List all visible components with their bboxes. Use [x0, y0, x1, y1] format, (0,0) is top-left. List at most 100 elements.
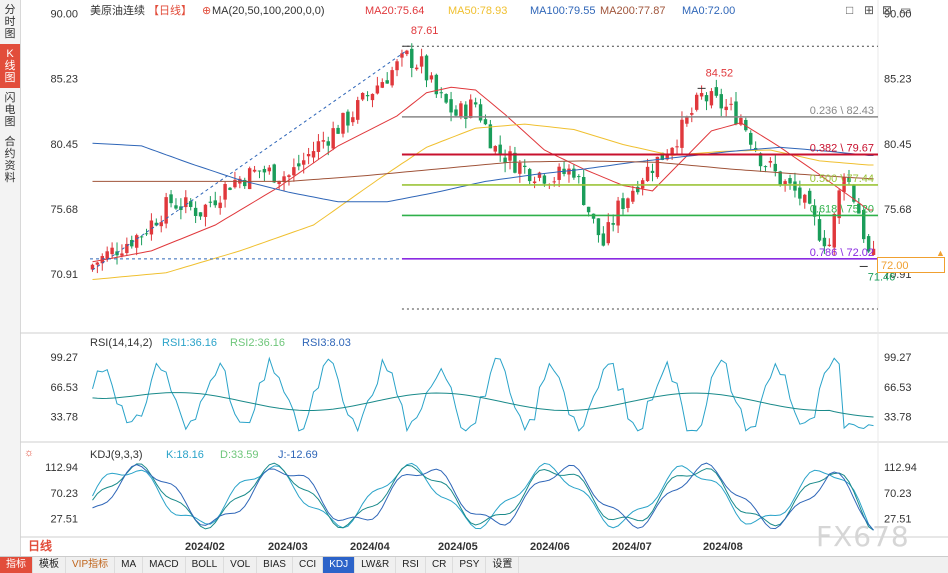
candle-body: [184, 197, 188, 208]
rsi-line-rsi1: [92, 356, 874, 433]
candle-body: [110, 247, 114, 255]
toolbar-tab-macd[interactable]: MACD: [143, 557, 186, 573]
header-item-4: MA20:75.64: [365, 5, 424, 17]
candle-body: [778, 171, 782, 186]
candle-body: [827, 244, 832, 246]
rsi-tick-right: 66.53: [884, 382, 912, 394]
candle-body: [763, 166, 768, 168]
window-button-icon: ▭: [900, 3, 911, 17]
toolbar-tab-[interactable]: 指标: [0, 557, 33, 573]
kdj-line-d: [92, 462, 874, 531]
candle-body: [572, 168, 576, 178]
candle-body: [749, 132, 753, 145]
candle-body: [218, 202, 222, 209]
kdj-header-item-0: KDJ(9,3,3): [90, 449, 143, 461]
candle-body: [149, 220, 154, 235]
kdj-settings-icon: ☼: [24, 447, 34, 459]
ma-line-ma20: [92, 86, 874, 263]
candle-body: [287, 175, 291, 177]
candle-body: [223, 184, 227, 200]
candle-body: [852, 185, 856, 202]
candle-body: [410, 48, 414, 68]
candle-body: [459, 103, 463, 117]
candle-body: [233, 179, 237, 188]
candle-body: [616, 200, 620, 226]
toolbar-tab-cci[interactable]: CCI: [293, 557, 324, 573]
fib-label: 0.500 \ 77.44: [810, 173, 874, 185]
candle-body: [125, 243, 129, 254]
candle-body: [213, 200, 217, 206]
toolbar-tab-lwr[interactable]: LW&R: [355, 557, 397, 573]
toolbar-tab-boll[interactable]: BOLL: [186, 557, 225, 573]
candle-body: [724, 106, 728, 111]
extreme-label: 84.52: [706, 67, 734, 79]
toolbar-tab-[interactable]: 设置: [486, 557, 520, 573]
candle-body: [370, 93, 375, 101]
period-button[interactable]: 日线: [28, 539, 53, 553]
candle-body: [586, 206, 591, 213]
candle-body: [331, 128, 335, 149]
candle-body: [798, 187, 802, 199]
candle-body: [414, 67, 419, 70]
candle-body: [247, 168, 252, 190]
candle-body: [626, 198, 630, 208]
header-item-8: MA0:72.00: [682, 5, 735, 17]
candle-body: [719, 94, 723, 109]
y-tick-left: 75.68: [50, 204, 78, 216]
rsi-tick-left: 99.27: [50, 352, 78, 364]
candle-body: [454, 109, 458, 116]
x-tick-label: 2024/06: [530, 541, 570, 553]
toolbar-tab-psy[interactable]: PSY: [453, 557, 487, 573]
candle-body: [360, 92, 365, 100]
candle-body: [857, 203, 861, 214]
extreme-label: 71.46: [868, 271, 896, 283]
toolbar-tab-rsi[interactable]: RSI: [396, 557, 426, 573]
rsi-tick-left: 66.53: [50, 382, 78, 394]
rsi-header-item-2: RSI2:36.16: [230, 337, 285, 349]
candle-body: [449, 99, 453, 113]
toolbar-tab-vip[interactable]: VIP指标: [66, 557, 116, 573]
candle-body: [807, 190, 812, 204]
toolbar-tab-kdj[interactable]: KDJ: [323, 557, 356, 573]
sidebar-tab-3[interactable]: 合约资料: [4, 136, 16, 184]
candle-body: [729, 103, 733, 105]
rsi-line-rsi3: [92, 392, 874, 418]
candle-body: [675, 146, 679, 148]
toolbar-tab-vol[interactable]: VOL: [224, 557, 258, 573]
candle-body: [419, 56, 424, 67]
candle-body: [473, 102, 478, 105]
y-tick-right: 90.00: [884, 9, 912, 21]
extreme-label: 87.61: [411, 25, 439, 37]
candle-body: [282, 176, 286, 182]
sidebar-tab-0[interactable]: 分时图: [4, 4, 16, 40]
candle-body: [788, 178, 792, 184]
candle-body: [90, 264, 95, 270]
candle-body: [429, 75, 434, 80]
toolbar-tab-[interactable]: 模板: [33, 557, 66, 573]
candle-body: [252, 169, 257, 172]
window-button-icon: □: [846, 3, 853, 17]
candle-body: [134, 235, 139, 248]
candle-body: [346, 111, 350, 126]
candle-body: [356, 100, 360, 120]
toolbar-tab-ma[interactable]: MA: [115, 557, 144, 573]
toolbar-tab-cr[interactable]: CR: [426, 557, 454, 573]
candle-body: [493, 146, 498, 152]
candle-body: [503, 157, 507, 163]
toolbar-tab-bias[interactable]: BIAS: [257, 557, 293, 573]
candle-body: [375, 85, 380, 94]
candle-body: [660, 152, 665, 160]
candle-body: [105, 251, 109, 260]
kdj-tick-right: 27.51: [884, 513, 912, 525]
candle-body: [871, 248, 876, 255]
candle-body: [621, 198, 625, 210]
candle-body: [542, 175, 547, 184]
fib-label: 0.236 \ 82.43: [810, 105, 874, 117]
candle-body: [523, 165, 527, 168]
candle-body: [508, 151, 512, 161]
candle-body: [601, 233, 606, 246]
sidebar-tab-2[interactable]: 闪电图: [4, 92, 16, 128]
kdj-tick-right: 70.23: [884, 488, 912, 500]
